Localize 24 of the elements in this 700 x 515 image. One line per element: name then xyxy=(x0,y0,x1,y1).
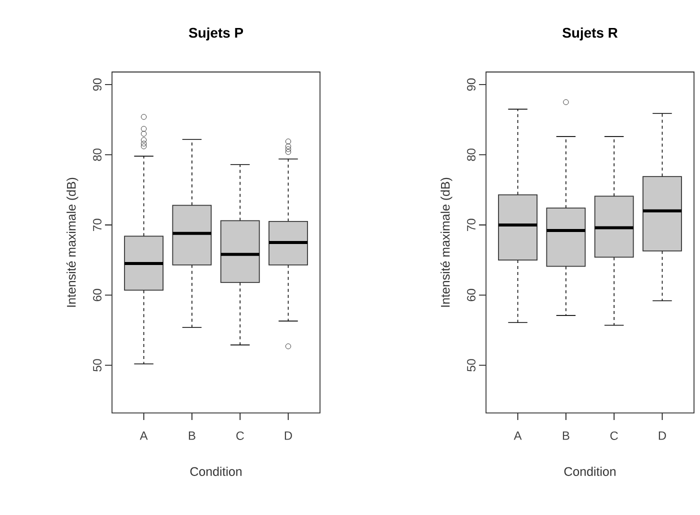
x-tick-label: A xyxy=(514,432,522,440)
y-tick-label: 50 xyxy=(93,359,102,372)
x-axis-title: Condition xyxy=(190,466,242,476)
y-tick-label: 60 xyxy=(467,288,476,302)
y-axis-title: Intensité maximale (dB) xyxy=(66,178,78,307)
y-tick-label: 80 xyxy=(93,148,102,161)
y-tick-label: 80 xyxy=(467,148,476,161)
x-tick-label: A xyxy=(140,432,148,440)
y-tick-label: 90 xyxy=(467,78,476,91)
x-tick-label: C xyxy=(610,432,618,440)
y-tick-label: 50 xyxy=(467,359,476,372)
y-tick-label: 70 xyxy=(93,218,102,231)
chart-title: Sujets P xyxy=(188,27,244,40)
y-tick-label: 70 xyxy=(467,218,476,231)
x-tick-label: B xyxy=(562,432,570,440)
x-tick-label: B xyxy=(188,432,196,440)
y-tick-label: 90 xyxy=(93,78,102,91)
y-axis-title: Intensité maximale (dB) xyxy=(440,178,452,307)
x-tick-label: D xyxy=(284,432,292,440)
x-axis-title: Condition xyxy=(564,466,616,476)
x-tick-label: D xyxy=(658,432,666,440)
x-tick-label: C xyxy=(236,432,244,440)
y-tick-label: 60 xyxy=(93,288,102,302)
chart-title: Sujets R xyxy=(562,27,618,40)
